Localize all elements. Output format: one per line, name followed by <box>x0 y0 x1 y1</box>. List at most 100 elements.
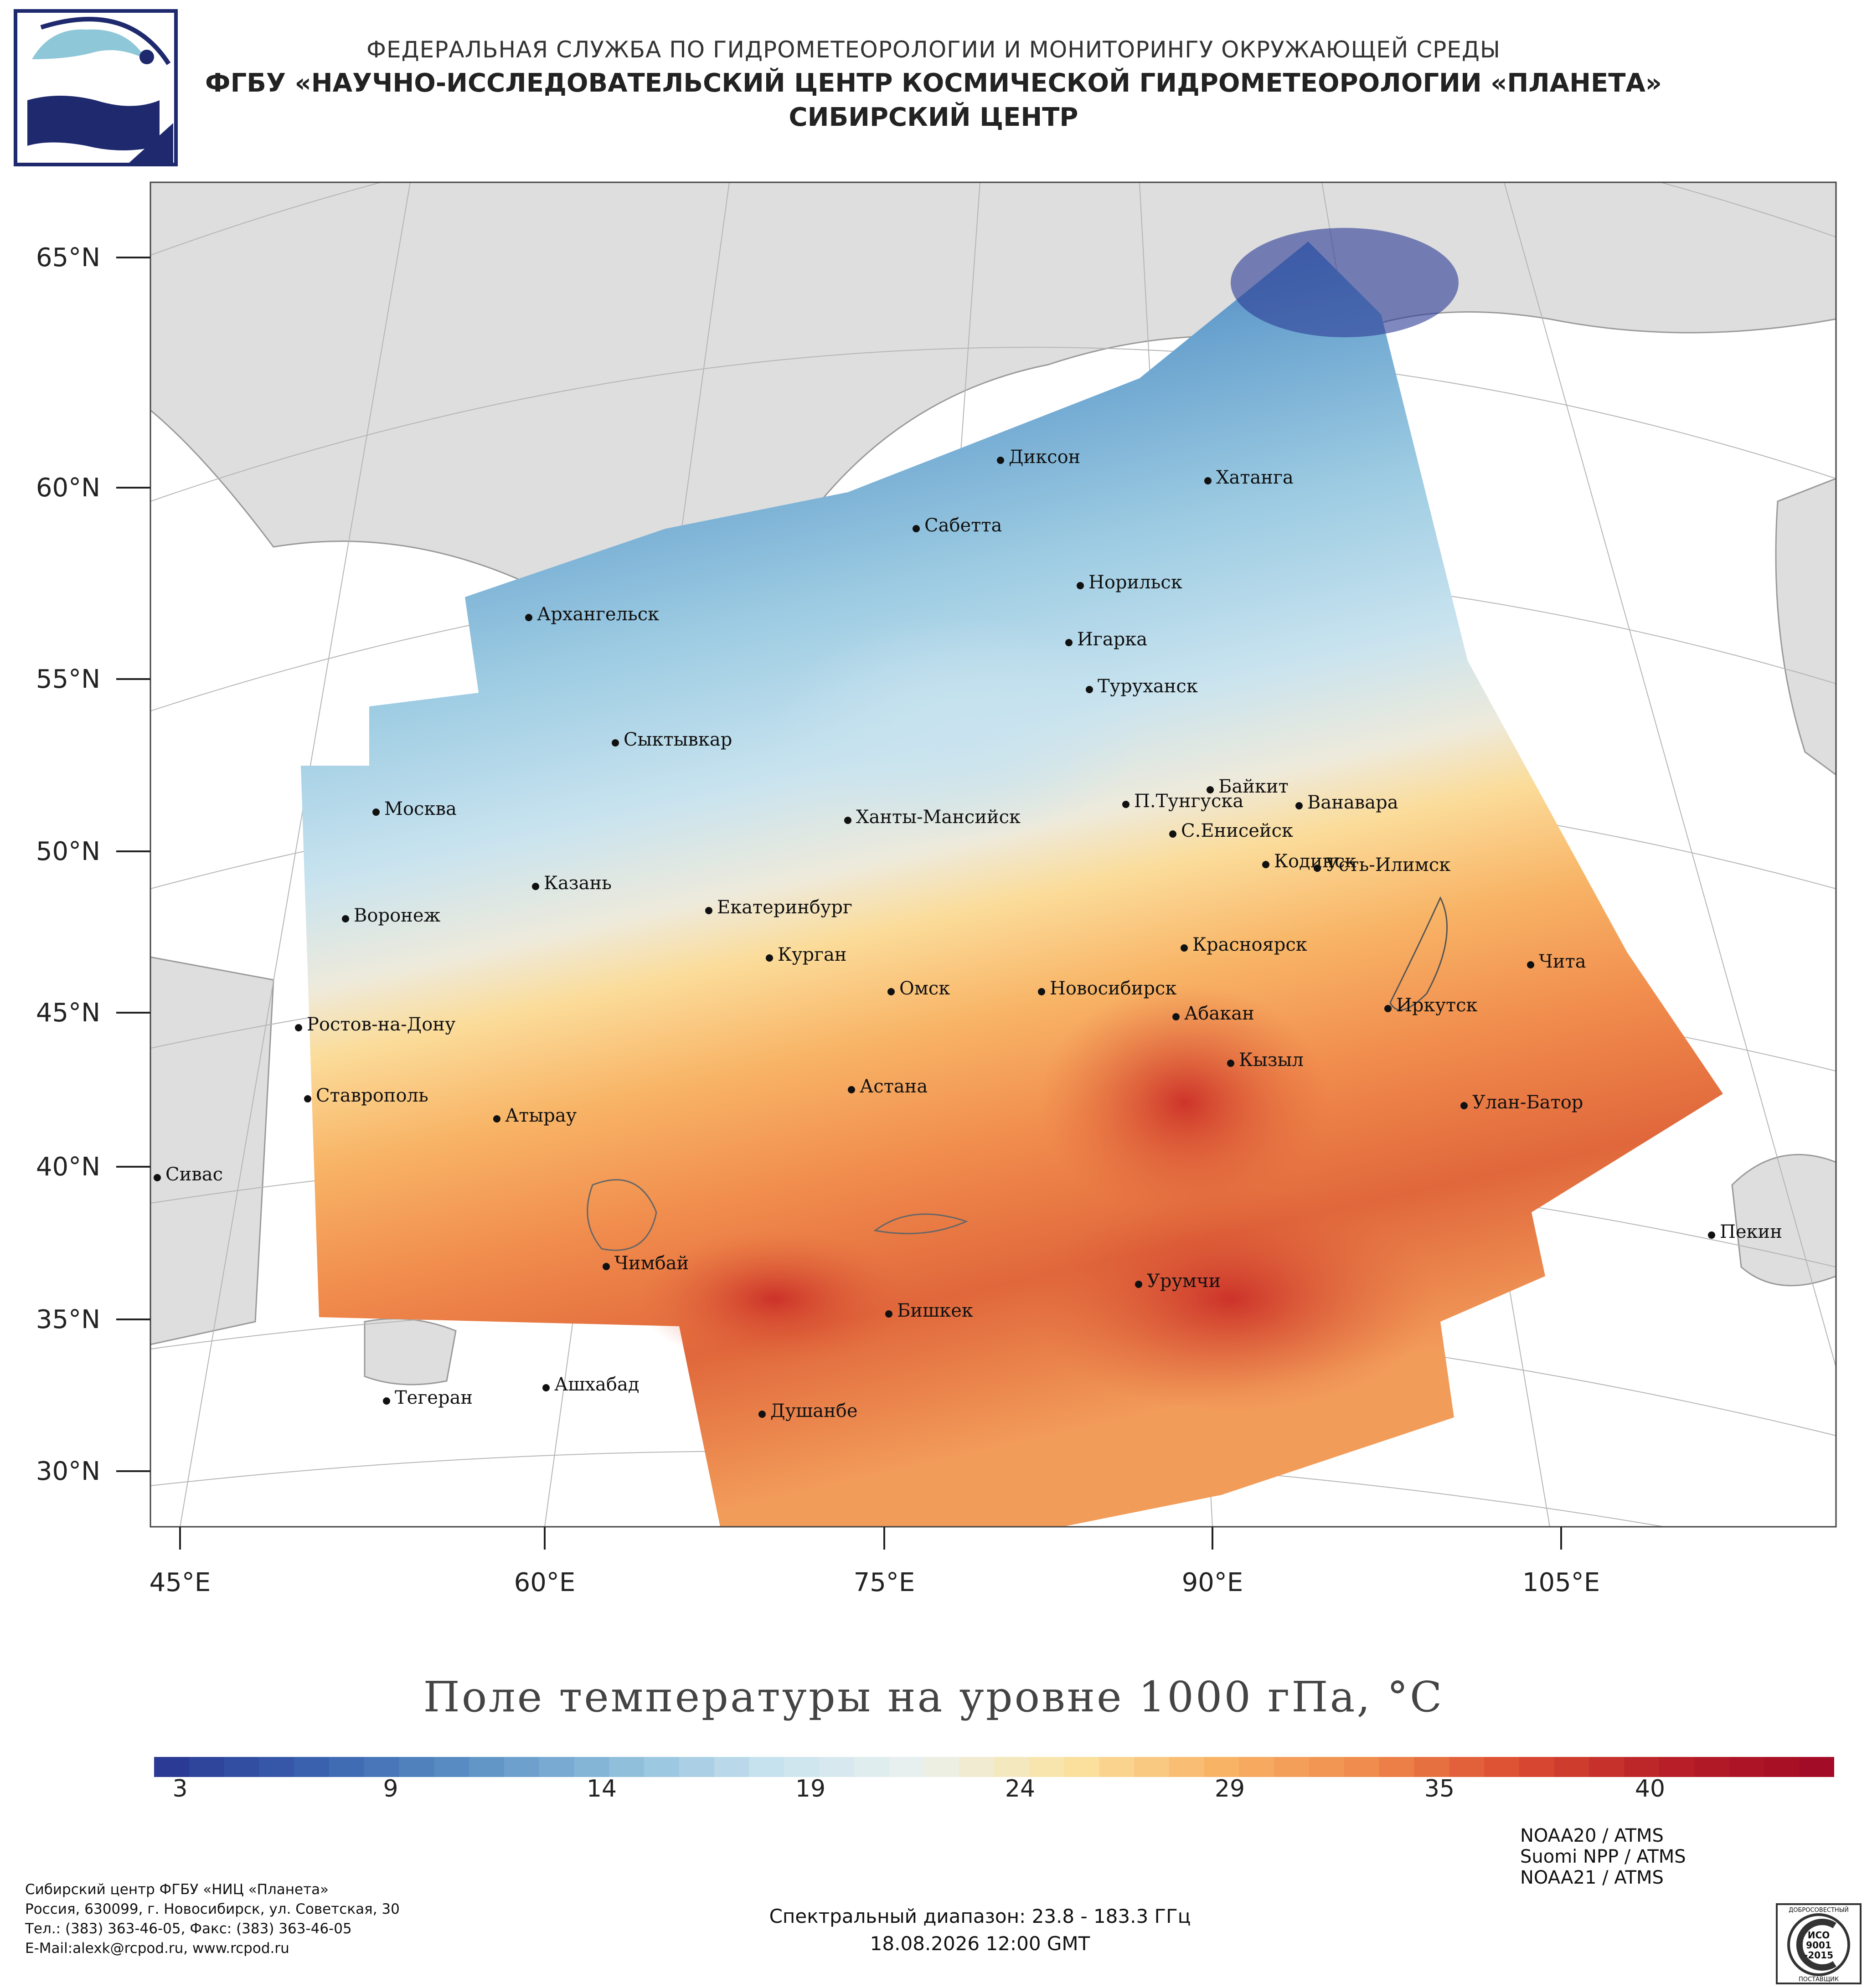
colorbar-cell <box>1484 1757 1520 1777</box>
colorbar-tick-14: 14 <box>586 1775 617 1803</box>
satellite-list: NOAA20 / ATMS Suomi NPP / ATMS NOAA21 / … <box>1520 1825 1686 1888</box>
colorbar-cell <box>1274 1757 1310 1777</box>
city-label: Туруханск <box>1098 676 1198 697</box>
lat-label-40: 40°N <box>36 1152 100 1182</box>
city-label: Абакан <box>1184 1003 1254 1024</box>
colorbar-cell <box>224 1757 259 1777</box>
observation-datetime: 18.08.2026 12:00 GMT <box>870 1932 1090 1955</box>
city-marker <box>295 1024 302 1031</box>
colorbar <box>154 1757 1834 1777</box>
lon-label-75: 75°E <box>853 1568 915 1597</box>
lat-label-60: 60°N <box>36 473 100 503</box>
colorbar-cell <box>1764 1757 1800 1777</box>
city-marker <box>1384 1005 1392 1012</box>
city-marker <box>372 809 380 816</box>
colorbar-cell <box>819 1757 855 1777</box>
colorbar-cell <box>679 1757 715 1777</box>
colorbar-cell <box>1589 1757 1625 1777</box>
city-label: Усть-Илимск <box>1325 855 1451 876</box>
colorbar-cell <box>959 1757 995 1777</box>
city-marker <box>493 1115 500 1123</box>
colorbar-cell <box>924 1757 959 1777</box>
city-label: Омск <box>899 978 950 999</box>
city-label: Воронеж <box>354 905 441 926</box>
colorbar-cell <box>1309 1757 1345 1777</box>
header-institute: ФГБУ «НАУЧНО-ИССЛЕДОВАТЕЛЬСКИЙ ЦЕНТР КОС… <box>205 68 1662 98</box>
city-label: Чимбай <box>614 1253 689 1274</box>
city-label: Ванавара <box>1307 792 1398 813</box>
colorbar-cell <box>714 1757 750 1777</box>
lon-label-105: 105°E <box>1522 1568 1600 1597</box>
colorbar-cell <box>1204 1757 1240 1777</box>
city-marker <box>1086 686 1093 693</box>
colorbar-cell <box>784 1757 820 1777</box>
colorbar-tick-29: 29 <box>1214 1775 1245 1803</box>
city-marker <box>1527 961 1534 968</box>
city-label: Норильск <box>1088 572 1182 593</box>
city-marker <box>1204 477 1212 484</box>
city-marker <box>1207 786 1214 793</box>
colorbar-cell <box>259 1757 294 1777</box>
colorbar-cell <box>1379 1757 1415 1777</box>
city-label: С.Енисейск <box>1181 820 1293 841</box>
city-marker <box>1708 1231 1715 1239</box>
iso-certification-badge: ИСО 9001 -2015 ДОБРОСОВЕСТНЫЙ ПОСТАВЩИК <box>1776 1903 1862 1984</box>
lon-label-90: 90°E <box>1181 1568 1243 1597</box>
colorbar-cell <box>1099 1757 1135 1777</box>
city-label: Хатанга <box>1216 467 1294 488</box>
lon-label-60: 60°E <box>514 1568 576 1597</box>
colorbar-cell <box>1344 1757 1380 1777</box>
colorbar-cell <box>1064 1757 1099 1777</box>
colorbar-cell <box>609 1757 645 1777</box>
city-label: Красноярск <box>1192 934 1307 955</box>
city-label: Душанбе <box>770 1401 858 1421</box>
lat-label-65: 65°N <box>36 243 100 273</box>
colorbar-cell <box>1554 1757 1590 1777</box>
svg-text:-2015: -2015 <box>1804 1950 1833 1961</box>
colorbar-tick-19: 19 <box>795 1775 826 1803</box>
city-marker <box>913 525 920 532</box>
city-marker <box>154 1174 161 1181</box>
city-label: Сабетта <box>924 515 1002 536</box>
city-label: Курган <box>778 944 847 965</box>
colorbar-cell <box>1519 1757 1555 1777</box>
colorbar-cell <box>1239 1757 1274 1777</box>
city-marker <box>766 954 773 962</box>
footer-address: Россия, 630099, г. Новосибирск, ул. Сове… <box>25 1901 400 1917</box>
city-marker <box>1077 582 1084 589</box>
city-label: Кызыл <box>1239 1050 1304 1071</box>
city-label: Ростов-на-Дону <box>307 1014 456 1035</box>
satellite-item: NOAA20 / ATMS <box>1520 1825 1664 1846</box>
colorbar-tick-35: 35 <box>1424 1775 1455 1803</box>
colorbar-cell <box>469 1757 505 1777</box>
city-label: Атырау <box>505 1105 577 1126</box>
colorbar-cell <box>1799 1757 1834 1777</box>
colorbar-cell <box>154 1757 190 1777</box>
city-label: Казань <box>544 873 612 894</box>
city-label: Новосибирск <box>1050 978 1177 999</box>
map-title: Поле температуры на уровне 1000 гПа, °С <box>423 1673 1444 1721</box>
colorbar-cell <box>854 1757 890 1777</box>
colorbar-cell <box>574 1757 609 1777</box>
city-marker <box>758 1411 766 1418</box>
colorbar-cell <box>189 1757 225 1777</box>
city-marker <box>532 883 539 890</box>
header-agency: ФЕДЕРАЛЬНАЯ СЛУЖБА ПО ГИДРОМЕТЕОРОЛОГИИ … <box>366 36 1501 63</box>
colorbar-cell <box>1449 1757 1485 1777</box>
city-marker <box>612 739 619 747</box>
satellite-item: NOAA21 / ATMS <box>1520 1867 1664 1888</box>
city-label: Иркутск <box>1396 995 1478 1016</box>
lon-label-45: 45°E <box>149 1568 211 1597</box>
colorbar-cell <box>329 1757 365 1777</box>
city-marker <box>304 1095 311 1102</box>
colorbar-cell <box>1134 1757 1170 1777</box>
city-label: Ашхабад <box>554 1374 640 1395</box>
city-label: Кодинск <box>1274 851 1356 872</box>
svg-text:ИСО: ИСО <box>1808 1930 1830 1941</box>
city-label: Байкит <box>1218 776 1289 797</box>
colorbar-cell <box>1694 1757 1730 1777</box>
city-marker <box>1135 1281 1142 1288</box>
city-label: Тегеран <box>395 1387 473 1408</box>
colorbar-tick-40: 40 <box>1635 1775 1666 1803</box>
colorbar-cell <box>539 1757 575 1777</box>
